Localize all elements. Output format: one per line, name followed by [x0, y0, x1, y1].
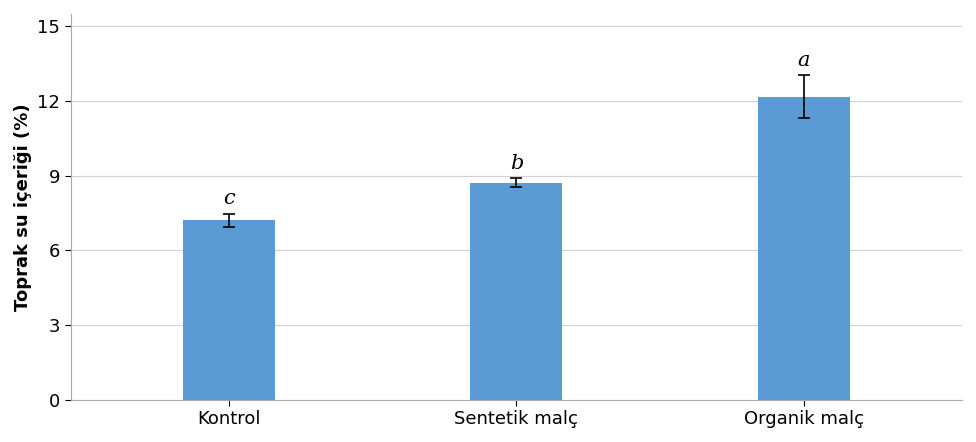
Text: a: a: [797, 51, 810, 70]
Bar: [758, 96, 850, 400]
Text: b: b: [509, 154, 523, 173]
Y-axis label: Toprak su içeriği (%): Toprak su içeriği (%): [14, 103, 32, 311]
Text: c: c: [223, 189, 235, 208]
Bar: [470, 183, 562, 400]
Bar: [183, 221, 275, 400]
